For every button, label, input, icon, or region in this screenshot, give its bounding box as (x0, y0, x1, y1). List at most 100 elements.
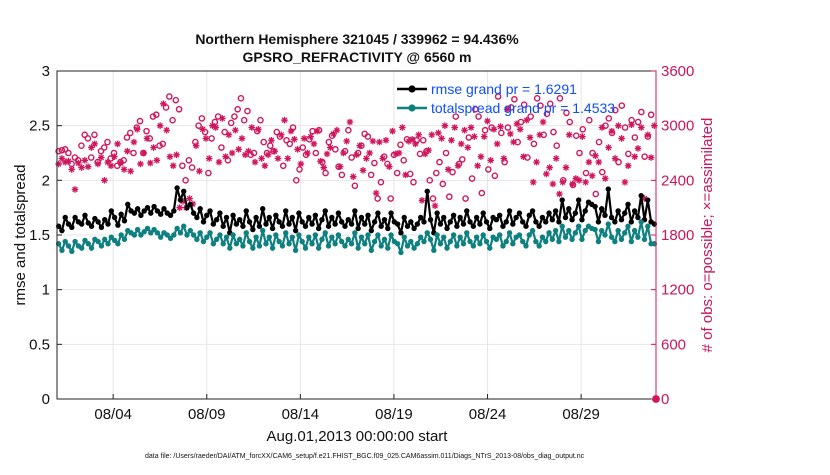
totalspread-point (102, 236, 108, 243)
totalspread-point (388, 232, 394, 238)
totalspread-point (441, 234, 447, 240)
assimilated-obs-marker (392, 150, 400, 158)
possible-obs-marker (195, 122, 202, 129)
possible-obs-marker (221, 128, 228, 136)
rmse-point (539, 214, 546, 221)
rmse-point (480, 210, 486, 216)
assimilated-obs-marker (232, 126, 239, 134)
rmse-point (148, 210, 154, 216)
assimilated-obs-marker (615, 122, 622, 129)
assimilated-obs-marker (261, 162, 269, 170)
rmse-point (125, 201, 131, 208)
possible-obs-marker (615, 158, 622, 166)
possible-obs-marker (218, 144, 225, 151)
assimilated-obs-marker (618, 135, 625, 142)
possible-obs-marker (351, 182, 359, 190)
possible-obs-marker (240, 116, 248, 124)
rmse-point (477, 221, 483, 227)
assimilated-obs-marker (641, 195, 648, 202)
possible-obs-marker (182, 177, 189, 184)
assimilated-obs-marker (61, 158, 69, 166)
possible-obs-marker (257, 116, 264, 124)
assimilated-obs-marker (349, 173, 357, 180)
possible-obs-marker (530, 140, 538, 148)
x-axis-label: Aug.01,2013 00:00:00 start (267, 428, 449, 445)
possible-obs-marker (472, 105, 479, 113)
totalspread-point (184, 232, 190, 238)
rmse-point (605, 186, 611, 192)
series-rmse (55, 185, 658, 236)
assimilated-obs-marker (248, 124, 256, 131)
rmse-point (108, 208, 115, 214)
y-tick-labels-left: 0 0.5 1 1.5 2 2.5 3 (29, 63, 50, 408)
rmse-point (371, 219, 378, 225)
totalspread-point (546, 230, 552, 236)
rmse-point (450, 212, 457, 219)
totalspread-point (286, 241, 292, 247)
rmse-point (260, 206, 266, 212)
possible-obs-marker (498, 129, 505, 137)
totalspread-point (230, 232, 236, 238)
assimilated-obs-marker (84, 163, 92, 170)
possible-obs-marker (374, 195, 381, 202)
totalspread-point (256, 243, 263, 249)
assimilated-obs-marker (313, 127, 321, 135)
rmse-point (421, 219, 427, 225)
rmse-point (368, 227, 375, 234)
rmse-point (246, 219, 253, 225)
x-tick-label: 08/29 (562, 406, 600, 423)
possible-obs-marker (104, 138, 111, 146)
rmse-point (266, 214, 272, 221)
rmse-point (441, 214, 447, 221)
rmse-point (220, 223, 226, 229)
legend: rmse grand pr = 1.6291 totalspread grand… (397, 81, 615, 116)
totalspread-point (167, 235, 174, 241)
possible-obs-marker (156, 142, 163, 150)
totalspread-point (72, 238, 78, 245)
totalspread-point (450, 232, 457, 238)
assimilated-obs-marker (65, 157, 72, 165)
rmse-point (118, 211, 124, 217)
y-tick-label-right: 3000 (661, 118, 694, 135)
totalspread-point (404, 243, 411, 249)
assimilated-obs-marker (621, 178, 629, 186)
assimilated-obs-marker (493, 140, 501, 148)
assimilated-obs-marker (179, 197, 187, 205)
assimilated-obs-marker (471, 133, 478, 140)
totalspread-point (253, 234, 259, 240)
totalspread-point (579, 236, 585, 243)
totalspread-point (635, 234, 641, 240)
totalspread-point (315, 245, 322, 251)
possible-obs-marker (244, 107, 251, 115)
rmse-point (523, 223, 529, 229)
footer-data-file: data file: /Users/raeder/DAI/ATM_forcXX/… (145, 453, 585, 460)
rmse-point (526, 212, 532, 219)
totalspread-point (378, 243, 384, 249)
totalspread-point (348, 241, 355, 247)
assimilated-obs-marker (507, 130, 514, 138)
possible-obs-marker (537, 102, 544, 109)
assimilated-obs-marker (431, 202, 439, 210)
possible-obs-marker (58, 146, 66, 154)
possible-obs-marker (348, 154, 355, 161)
assimilated-obs-marker (415, 131, 422, 139)
assimilated-obs-marker (516, 126, 524, 133)
rmse-point (115, 222, 121, 228)
assimilated-obs-marker (598, 124, 606, 131)
possible-obs-marker (367, 171, 375, 179)
totalspread-point (194, 236, 200, 243)
assimilated-obs-marker (91, 140, 98, 148)
rmse-point (306, 214, 312, 221)
totalspread-point (78, 245, 85, 251)
totalspread-point (510, 241, 516, 247)
totalspread-point (325, 243, 332, 249)
assimilated-obs-marker (634, 145, 642, 152)
possible-obs-marker (149, 113, 157, 120)
totalspread-point (434, 232, 440, 238)
possible-obs-marker (491, 172, 499, 180)
totalspread-point (365, 232, 371, 238)
assimilated-obs-marker (258, 155, 265, 162)
rmse-point (516, 210, 523, 216)
possible-obs-marker (612, 106, 619, 114)
possible-obs-marker (260, 138, 268, 146)
